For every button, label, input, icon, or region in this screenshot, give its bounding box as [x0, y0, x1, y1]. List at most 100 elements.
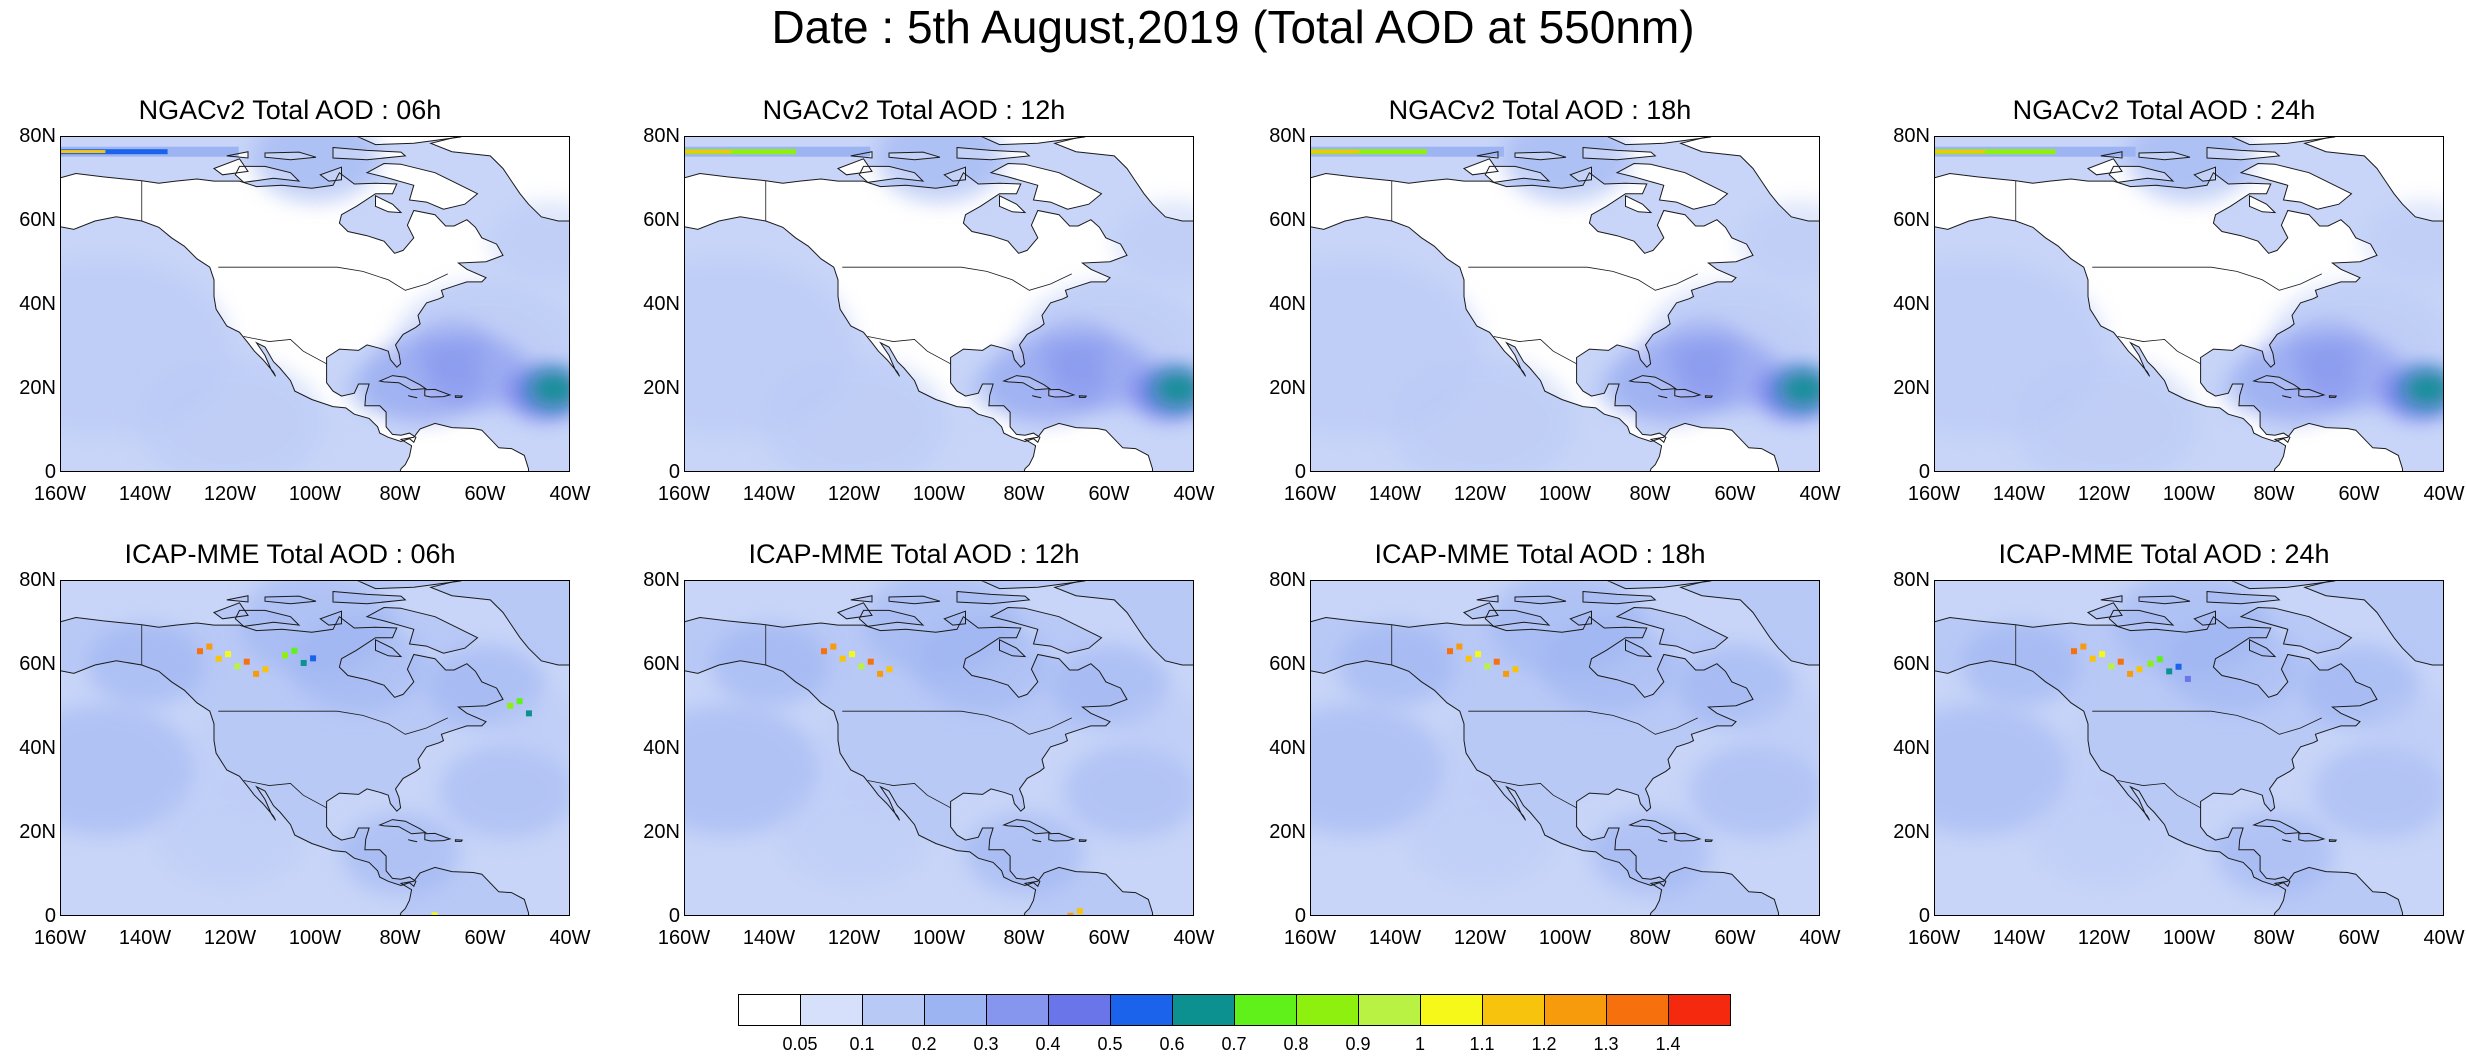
lat-tick-label: 20N — [1269, 377, 1306, 399]
map-plot-area — [684, 580, 1194, 916]
lon-tick-label: 60W — [2338, 483, 2380, 505]
lat-tick-label: 0 — [44, 461, 56, 483]
colorbar-swatch — [1048, 994, 1111, 1026]
lat-tick-label: 40N — [1269, 737, 1306, 759]
aod-field — [685, 581, 1193, 915]
coastlines — [685, 137, 1193, 471]
lon-tick-label: 140W — [1992, 927, 2046, 949]
lat-tick-label: 0 — [1294, 461, 1306, 483]
lon-tick-label: 40W — [549, 927, 591, 949]
lat-tick-label: 80N — [19, 569, 56, 591]
lon-tick-label: 60W — [1088, 927, 1130, 949]
panel-title: NGACv2 Total AOD : 06h — [138, 95, 442, 125]
aod-map — [1311, 137, 1819, 471]
aod-field — [1935, 581, 2443, 896]
colorbar-swatch — [738, 994, 801, 1026]
aod-field — [1311, 581, 1819, 896]
lon-tick-label: 100W — [2162, 927, 2216, 949]
coastlines — [1935, 581, 2443, 915]
lat-tick-label: 20N — [1269, 821, 1306, 843]
lon-tick-label: 160W — [33, 483, 87, 505]
lat-tick-label: 40N — [643, 737, 680, 759]
lon-tick-label: 160W — [1907, 927, 1961, 949]
lat-tick-label: 0 — [1918, 905, 1930, 927]
lon-tick-label: 80W — [379, 483, 421, 505]
lon-tick-label: 140W — [1368, 927, 1422, 949]
lat-tick-label: 40N — [1893, 737, 1930, 759]
lat-tick-label: 60N — [1893, 209, 1930, 231]
lat-tick-label: 80N — [1893, 569, 1930, 591]
colorbar-swatch — [1358, 994, 1421, 1026]
lat-tick-label: 80N — [1269, 125, 1306, 147]
aod-field — [1935, 137, 2443, 471]
colorbar-swatch — [1544, 994, 1607, 1026]
lon-tick-label: 120W — [1453, 483, 1507, 505]
colorbar-label: 0.6 — [1159, 1034, 1185, 1054]
aod-field — [685, 137, 1193, 471]
lon-tick-label: 80W — [1629, 927, 1671, 949]
lon-tick-label: 160W — [33, 927, 87, 949]
colorbar-label: 0.9 — [1345, 1034, 1371, 1054]
colorbar-label: 0.7 — [1221, 1034, 1247, 1054]
colorbar-label: 0.8 — [1283, 1034, 1309, 1054]
lon-tick-label: 140W — [118, 483, 172, 505]
panel-title: ICAP-MME Total AOD : 06h — [124, 539, 456, 569]
lon-tick-label: 160W — [1283, 927, 1337, 949]
colorbar-label: 1.3 — [1593, 1034, 1619, 1054]
panel-title: ICAP-MME Total AOD : 24h — [1998, 539, 2330, 569]
lon-tick-label: 160W — [1907, 483, 1961, 505]
coastlines — [61, 581, 569, 915]
colorbar-swatch — [924, 994, 987, 1026]
aod-map — [1935, 581, 2443, 915]
lon-tick-label: 100W — [912, 927, 966, 949]
lat-tick-label: 0 — [1918, 461, 1930, 483]
colorbar-label: 1.1 — [1469, 1034, 1495, 1054]
aod-map — [685, 581, 1193, 915]
colorbar-swatch — [1172, 994, 1235, 1026]
lat-tick-label: 60N — [1269, 653, 1306, 675]
lat-tick-label: 60N — [643, 209, 680, 231]
map-plot-area — [1310, 136, 1820, 472]
aod-field — [61, 137, 569, 471]
map-panel-icap-18: ICAP-MME Total AOD : 18h 0 20N 40N 60N 80N 160… — [1250, 539, 1870, 980]
lon-tick-label: 120W — [2077, 927, 2131, 949]
lon-tick-label: 40W — [2423, 483, 2465, 505]
lat-tick-label: 0 — [1294, 905, 1306, 927]
lat-tick-label: 40N — [19, 737, 56, 759]
lon-tick-label: 120W — [203, 927, 257, 949]
lon-tick-label: 60W — [1088, 483, 1130, 505]
colorbar-label: 1.4 — [1655, 1034, 1681, 1054]
colorbar-swatch — [1482, 994, 1545, 1026]
coastlines — [1311, 137, 1819, 471]
lon-tick-label: 160W — [657, 483, 711, 505]
lon-tick-label: 140W — [118, 927, 172, 949]
lat-tick-label: 20N — [1893, 821, 1930, 843]
colorbar-label: 0.1 — [849, 1034, 875, 1054]
colorbar-swatch — [1234, 994, 1297, 1026]
colorbar-swatch — [1420, 994, 1483, 1026]
lat-tick-label: 40N — [643, 293, 680, 315]
figure-title: Date : 5th August,2019 (Total AOD at 550… — [771, 1, 1695, 53]
colorbar-swatch — [986, 994, 1049, 1026]
lon-tick-label: 100W — [1538, 927, 1592, 949]
colorbar-label: 0.4 — [1035, 1034, 1061, 1054]
lon-tick-label: 80W — [379, 927, 421, 949]
colorbar-swatch — [800, 994, 863, 1026]
lon-tick-label: 120W — [203, 483, 257, 505]
lat-tick-label: 60N — [19, 653, 56, 675]
coastlines — [1935, 137, 2443, 471]
aod-map — [1311, 581, 1819, 915]
lon-tick-label: 100W — [912, 483, 966, 505]
lon-tick-label: 40W — [1799, 927, 1841, 949]
colorbar-swatch — [1606, 994, 1669, 1026]
lon-tick-label: 40W — [1173, 927, 1215, 949]
lon-tick-label: 80W — [1003, 483, 1045, 505]
map-panel-ngac-24: NGACv2 Total AOD : 24h 0 20N 40N 60N 80N 160W 1… — [1874, 95, 2466, 536]
aod-map — [685, 137, 1193, 471]
lat-tick-label: 40N — [1269, 293, 1306, 315]
map-panel-icap-24: ICAP-MME Total AOD : 24h 0 20N 40N 60N 80N 160… — [1874, 539, 2466, 980]
lon-tick-label: 140W — [742, 927, 796, 949]
map-plot-area — [60, 136, 570, 472]
map-plot-area — [1934, 136, 2444, 472]
lon-tick-label: 120W — [1453, 927, 1507, 949]
